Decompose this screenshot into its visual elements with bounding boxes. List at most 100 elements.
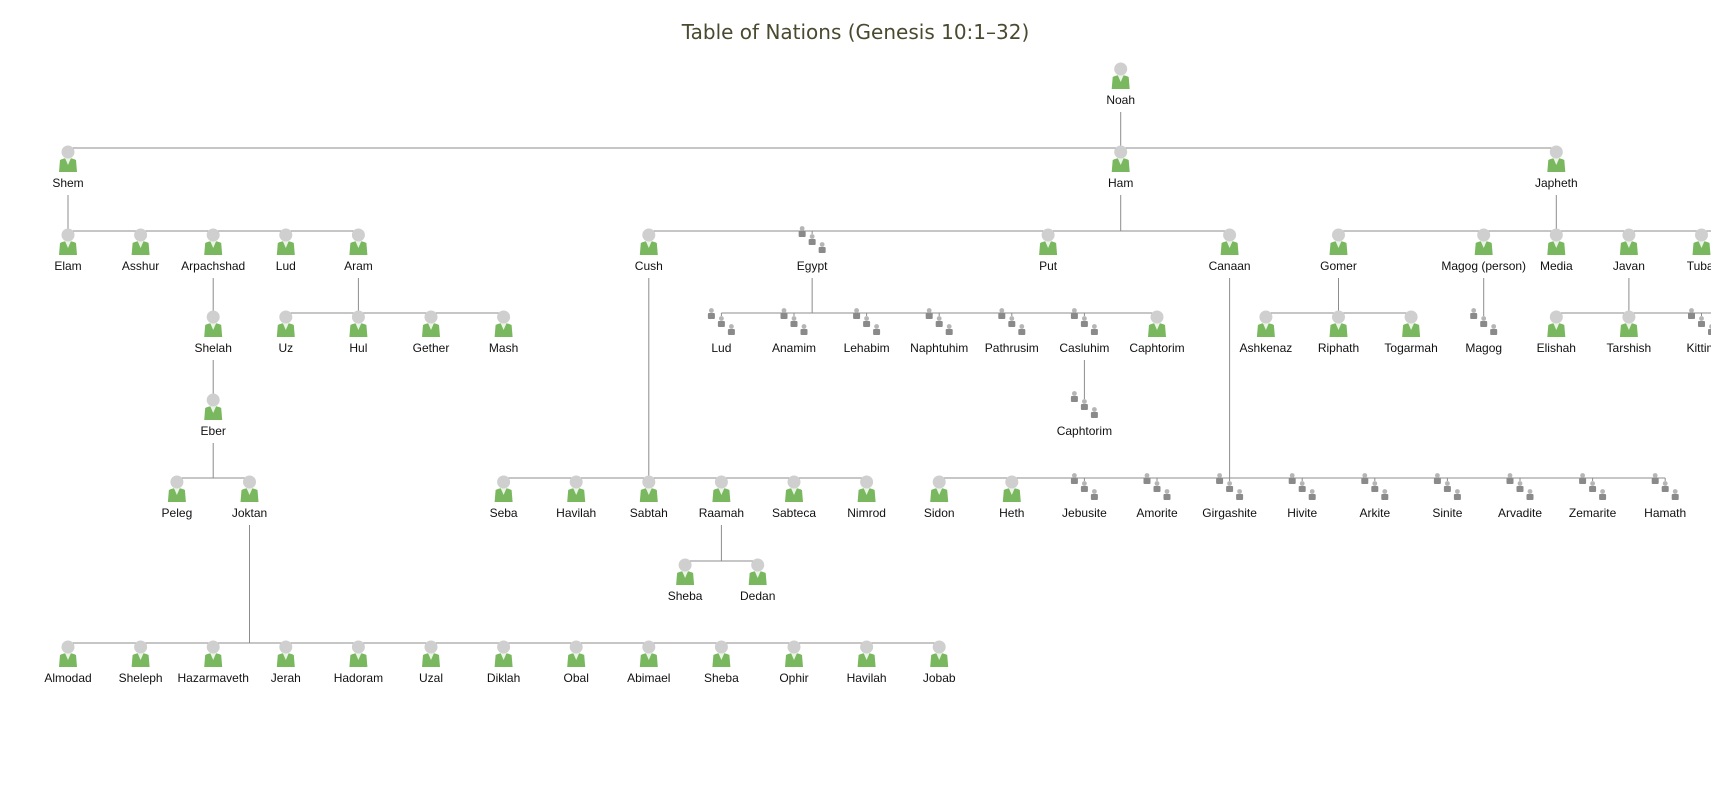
people-group-icon <box>1361 473 1389 500</box>
person-icon <box>131 228 150 255</box>
person-icon <box>422 640 440 667</box>
tree-node: Riphath <box>1318 310 1359 355</box>
people-group-icon <box>1216 473 1244 500</box>
person-icon <box>1111 145 1130 172</box>
tree-node: Aram <box>344 228 373 273</box>
node-label: Almodad <box>44 671 91 685</box>
tree-node: Raamah <box>699 475 744 520</box>
tree-node: Hivite <box>1287 473 1318 520</box>
node-label: Sheleph <box>119 671 163 685</box>
node-label: Sabteca <box>772 506 816 520</box>
tree-node: Magog (person) <box>1441 228 1526 273</box>
people-group-icon <box>1070 308 1098 335</box>
person-icon <box>1220 228 1239 255</box>
tree-node: Naphtuhim <box>910 308 968 355</box>
people-group-icon <box>1470 308 1498 335</box>
person-icon <box>349 310 368 337</box>
node-label: Ophir <box>779 671 808 685</box>
node-label: Lehabim <box>844 341 890 355</box>
person-icon <box>639 228 658 255</box>
tree-node: Hamath <box>1644 473 1686 520</box>
person-icon <box>494 310 513 337</box>
person-icon <box>276 310 295 337</box>
person-icon <box>1002 475 1021 502</box>
person-icon <box>1329 228 1348 255</box>
person-icon <box>494 475 513 502</box>
tree-node: Sinite <box>1432 473 1463 520</box>
person-icon <box>59 228 77 255</box>
node-label: Pathrusim <box>985 341 1039 355</box>
person-icon <box>1619 228 1638 255</box>
node-label: Eber <box>201 424 226 438</box>
person-icon <box>349 228 368 255</box>
node-label: Nimrod <box>847 506 886 520</box>
tree-node: Hadoram <box>334 640 383 685</box>
tree-node: Elishah <box>1537 310 1576 355</box>
node-label: Uzal <box>419 671 443 685</box>
tree-node: Jobab <box>923 640 956 685</box>
tree-node: Girgashite <box>1202 473 1257 520</box>
node-label: Elishah <box>1537 341 1576 355</box>
tree-node: Diklah <box>487 640 520 685</box>
tree-node: Javan <box>1613 228 1645 273</box>
person-icon <box>204 640 223 667</box>
person-icon <box>1402 310 1421 337</box>
people-group-icon <box>707 308 735 335</box>
node-label: Hadoram <box>334 671 383 685</box>
tree-node: Peleg <box>162 475 192 520</box>
tree-node: Gomer <box>1320 228 1357 273</box>
node-label: Put <box>1039 259 1058 273</box>
node-label: Gether <box>413 341 450 355</box>
node-label: Caphtorim <box>1057 424 1112 438</box>
node-label: Jobab <box>923 671 956 685</box>
person-icon <box>494 640 513 667</box>
node-label: Obal <box>564 671 589 685</box>
tree-node: Asshur <box>122 228 159 273</box>
tree-node: Jebusite <box>1062 473 1107 520</box>
node-label: Anamim <box>772 341 816 355</box>
node-label: Raamah <box>699 506 744 520</box>
person-icon <box>639 475 658 502</box>
tree-node: Caphtorim <box>1057 391 1112 438</box>
tree-node: Put <box>1039 228 1058 273</box>
node-label: Sheba <box>704 671 739 685</box>
tree-node: Obal <box>564 640 589 685</box>
node-label: Sidon <box>924 506 955 520</box>
node-label: Kittim <box>1687 341 1711 355</box>
tree-node: Sidon <box>924 475 955 520</box>
tree-node: Canaan <box>1209 228 1251 273</box>
tree-node: Ophir <box>779 640 809 685</box>
tree-node: Hazarmaveth <box>178 640 249 685</box>
node-label: Hazarmaveth <box>178 671 249 685</box>
tree-node: Havilah <box>556 475 596 520</box>
tree-node: Jerah <box>271 640 301 685</box>
tree-node: Nimrod <box>847 475 886 520</box>
person-icon <box>857 475 876 502</box>
node-label: Cush <box>635 259 663 273</box>
tree-node: Uz <box>276 310 295 355</box>
people-group-icon <box>1506 473 1534 500</box>
tree-node: Kittim <box>1687 308 1711 355</box>
tree-node: Tubal <box>1687 228 1711 273</box>
person-icon <box>857 640 876 667</box>
person-icon <box>785 640 803 667</box>
node-label: Jerah <box>271 671 301 685</box>
node-label: Lud <box>711 341 731 355</box>
tree-node: Elam <box>54 228 82 273</box>
person-icon <box>1474 228 1493 255</box>
people-group-icon <box>1433 473 1461 500</box>
node-label: Zemarite <box>1569 506 1617 520</box>
people-group-icon <box>998 308 1026 335</box>
person-icon <box>204 393 223 420</box>
person-icon <box>167 475 186 502</box>
person-icon <box>1547 228 1566 255</box>
node-label: Egypt <box>797 259 828 273</box>
node-label: Sheba <box>668 589 703 603</box>
node-label: Caphtorim <box>1129 341 1184 355</box>
tree-node: Shelah <box>195 310 232 355</box>
node-label: Media <box>1540 259 1573 273</box>
node-label: Ashkenaz <box>1240 341 1293 355</box>
tree-node: Hul <box>349 310 368 355</box>
people-group-icon <box>925 308 953 335</box>
